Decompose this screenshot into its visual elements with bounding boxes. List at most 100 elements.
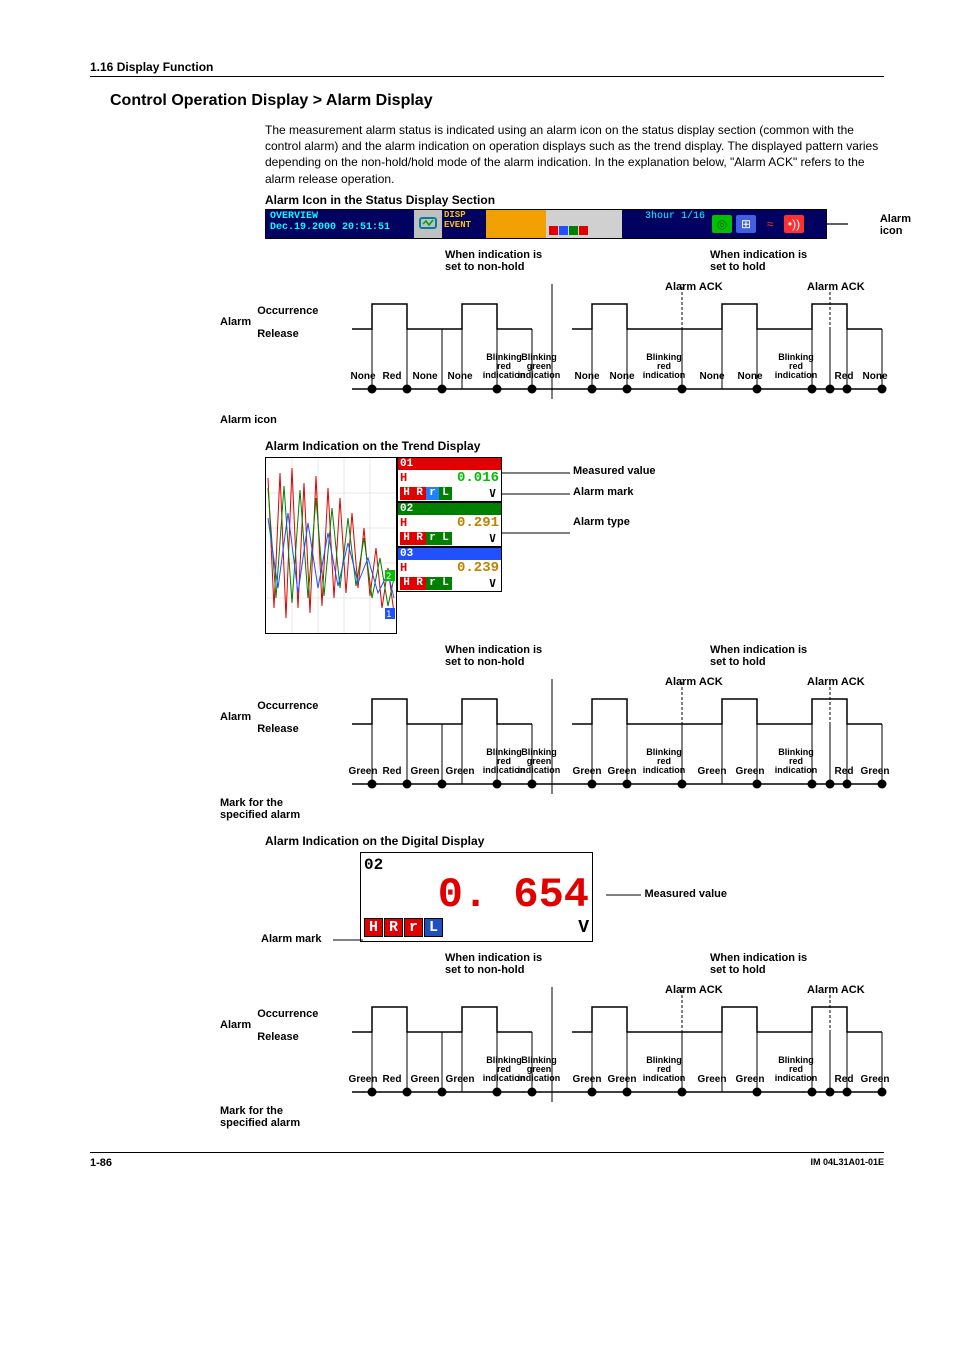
timing-diagram-2: When indication is set to non-hold When …	[220, 644, 884, 824]
state-label: Green	[440, 766, 480, 777]
event-text: EVENT	[444, 220, 471, 230]
hdr-hold: When indication is set to hold	[710, 249, 807, 274]
measured-value: 0.291	[457, 515, 499, 531]
unit-v: V	[486, 532, 499, 545]
subheader-status: Alarm Icon in the Status Display Section	[265, 193, 884, 207]
mode-text: 3hour 1/16	[645, 211, 705, 222]
keypad-icon: ⊞	[736, 215, 756, 233]
state-label-blink: Blinkinggreenindication	[515, 353, 563, 380]
state-label: Green	[602, 1074, 642, 1085]
alarm-mark: r	[426, 532, 439, 545]
channel-id: 02	[398, 503, 501, 515]
state-label: None	[602, 371, 642, 382]
digital-display-mock: 02 0. 654 HRrL V Alarm mark Measured val…	[360, 852, 593, 942]
status-icons: ◎ ⊞ ≈ •))	[708, 210, 826, 238]
state-label: Green	[567, 766, 607, 777]
hdr-nonhold: When indication is set to non-hold	[445, 952, 542, 977]
state-label-blink: Blinkinggreenindication	[515, 748, 563, 775]
release-label: Release	[257, 722, 318, 737]
alarm-mark: H	[400, 487, 413, 500]
screen-icon	[414, 210, 442, 238]
intro-paragraph: The measurement alarm status is indicate…	[265, 122, 884, 187]
channel-value-row: H0.016	[398, 470, 501, 486]
channel-id: 01	[398, 458, 501, 470]
alarm-icon: •))	[784, 215, 804, 233]
alarm-mark: R	[413, 487, 426, 500]
state-label: Green	[602, 766, 642, 777]
state-label: None	[855, 371, 895, 382]
callout-mark: Alarm mark	[573, 486, 656, 498]
callout-measured: Measured value	[573, 465, 656, 477]
state-label: Green	[692, 1074, 732, 1085]
svg-text:1: 1	[386, 610, 391, 620]
bottom-rule	[90, 1152, 884, 1153]
trend-traces: 2 1	[266, 458, 396, 633]
digital-marks: HRrL	[364, 918, 443, 937]
alarm-type-h: H	[400, 516, 407, 530]
state-label: None	[440, 371, 480, 382]
state-label: Green	[855, 1074, 895, 1085]
digital-marks-row: HRrL V	[364, 918, 589, 938]
footer: 1-86 IM 04L31A01-01E	[90, 1157, 884, 1169]
digital-right-text: Measured value	[644, 888, 727, 900]
state-label: Green	[730, 766, 770, 777]
alarm-mark: L	[439, 577, 452, 590]
status-bar-mock: OVERVIEW Dec.19.2000 20:51:51 DISP EVENT…	[265, 209, 827, 239]
state-label: None	[405, 371, 445, 382]
unit-v: V	[486, 487, 499, 500]
alarm-mark: R	[413, 532, 426, 545]
timing-diagram-1: When indication is set to non-hold When …	[220, 249, 884, 429]
channel-block: 02H0.291HRrLV	[397, 502, 502, 547]
alarm-mark: L	[439, 532, 452, 545]
trend-channels: 01H0.016HRrLV02H0.291HRrLV03H0.239HRrLV	[397, 457, 502, 592]
link-icon: ≈	[760, 215, 780, 233]
gray-seg	[546, 210, 622, 238]
bottom-label: Mark for the specified alarm	[220, 1105, 300, 1129]
overview-box: OVERVIEW Dec.19.2000 20:51:51	[266, 210, 414, 238]
alarm-icon-label: Alarmicon	[880, 213, 911, 237]
digital-value: 0. 654	[364, 874, 589, 916]
state-label: Blinkingredindication	[640, 1056, 688, 1083]
release-label: Release	[257, 327, 318, 342]
state-label: Green	[567, 1074, 607, 1085]
doc-number: IM 04L31A01-01E	[810, 1157, 884, 1169]
alarm-mark: L	[424, 918, 443, 937]
state-label-blink: Blinkinggreenindication	[515, 1056, 563, 1083]
svg-text:2: 2	[386, 572, 391, 582]
orange-seg	[486, 210, 546, 238]
measured-value: 0.016	[457, 470, 499, 486]
bottom-label: Alarm icon	[220, 414, 277, 426]
channel-value-row: H0.239	[398, 560, 501, 576]
subheader-trend: Alarm Indication on the Trend Display	[265, 439, 884, 453]
page-title: Control Operation Display > Alarm Displa…	[110, 92, 884, 110]
occurrence-label: Occurrence	[257, 1007, 318, 1022]
state-label: Blinkingredindication	[640, 748, 688, 775]
timing-diagram-3: When indication is set to non-hold When …	[220, 952, 884, 1132]
alarm-label: Alarm	[220, 712, 251, 723]
state-label: Green	[405, 766, 445, 777]
target-icon: ◎	[712, 215, 732, 233]
mode-box: 3hour 1/16	[622, 210, 708, 238]
alarm-mark: r	[426, 577, 439, 590]
alarm-mark: R	[413, 577, 426, 590]
trend-chart: 2 1	[265, 457, 397, 634]
state-label: Blinkingredindication	[640, 353, 688, 380]
state-label: None	[730, 371, 770, 382]
alarm-mark: H	[400, 577, 413, 590]
channel-id: 03	[398, 548, 501, 560]
mark-row: HRrLV	[398, 531, 501, 546]
release-label: Release	[257, 1030, 318, 1045]
alarm-label: Alarm	[220, 317, 251, 328]
channel-block: 01H0.016HRrLV	[397, 457, 502, 502]
trend-display-mock: 2 1 01H0.016HRrLV02H0.291HRrLV03H0.239HR…	[265, 457, 884, 634]
unit-v: V	[486, 577, 499, 590]
alarm-label: Alarm	[220, 1020, 251, 1031]
overview-text: OVERVIEW	[270, 211, 318, 222]
left-labels: Alarm Occurrence Release	[220, 699, 318, 737]
left-labels: Alarm Occurrence Release	[220, 304, 318, 342]
state-label: Blinkingredindication	[772, 748, 820, 775]
callout-lines	[502, 471, 570, 551]
digital-left-text: Alarm mark	[261, 933, 322, 945]
state-label: Green	[855, 766, 895, 777]
mark-row: HRrLV	[398, 486, 501, 501]
